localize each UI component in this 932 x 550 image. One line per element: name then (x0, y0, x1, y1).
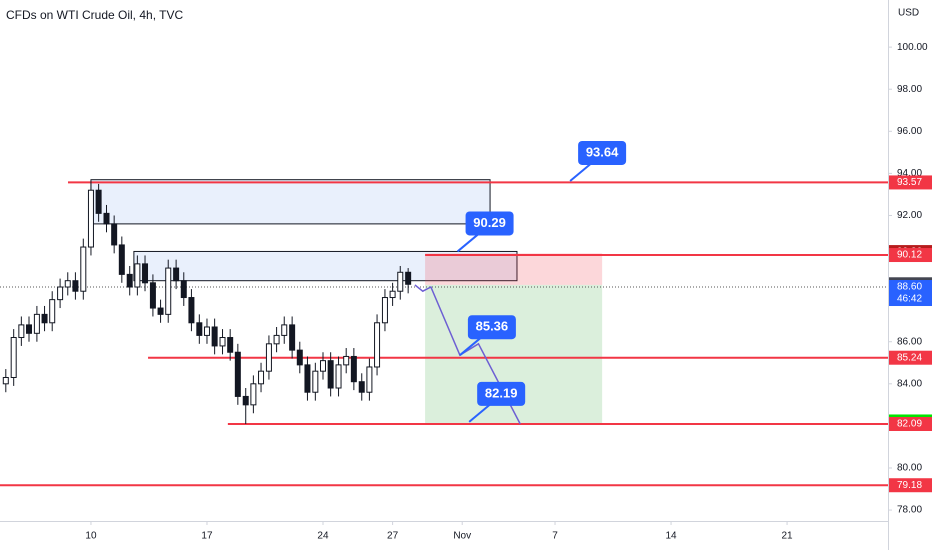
candle-body (211, 326, 218, 347)
y-tick-label: 94.00 (897, 168, 922, 179)
candle-body (258, 370, 265, 385)
candle-body (118, 244, 125, 275)
candle-body (381, 297, 388, 324)
price-tag-label: 82.09 (897, 419, 922, 430)
candle-body (219, 337, 226, 347)
candle-body (227, 337, 234, 353)
callout-box (467, 315, 516, 340)
candle-body (95, 189, 102, 214)
candle-body (250, 383, 257, 406)
x-tick-label: 24 (317, 531, 329, 542)
candle-body (134, 263, 141, 288)
price-tag (889, 416, 932, 431)
candle-body (296, 349, 303, 366)
candle-body (57, 286, 64, 301)
candle-body (374, 322, 381, 368)
callout-label: 85.36 (476, 319, 509, 334)
axis-unit: USD (898, 8, 919, 19)
x-tick-label: 17 (201, 531, 213, 542)
candle-body (304, 364, 311, 393)
chart-title: CFDs on WTI Crude Oil, 4h, TVC (6, 8, 183, 22)
candle-body (173, 267, 180, 282)
price-tag-countdown: 46:42 (897, 294, 922, 305)
candle-body (358, 381, 365, 393)
callout-box (578, 140, 627, 165)
candle-body (335, 364, 342, 389)
candle-body (165, 267, 172, 315)
candle-body (49, 299, 56, 324)
candle-body (389, 290, 396, 299)
candle-body (343, 355, 350, 366)
candle-body (149, 282, 156, 309)
price-tag (889, 478, 932, 493)
price-tag-label: 93.57 (897, 177, 922, 188)
zone (90, 179, 491, 225)
y-tick-label: 96.00 (897, 126, 922, 137)
price-tag (889, 175, 932, 190)
projection-path (414, 284, 521, 425)
x-tick-label: 21 (782, 531, 794, 542)
candle-body (157, 307, 164, 315)
x-tick-label: 27 (387, 531, 399, 542)
candle-body (126, 273, 133, 288)
y-tick-label: 78.00 (897, 505, 922, 516)
price-tag-label: 90.12 (897, 250, 922, 261)
y-tick-label: 86.00 (897, 336, 922, 347)
y-tick-label: 84.00 (897, 378, 922, 389)
candle-body (196, 322, 203, 336)
stop-zone (425, 253, 603, 285)
zone (133, 250, 518, 282)
candle-body (242, 395, 249, 406)
candle-body (72, 280, 79, 292)
candle-body (319, 360, 326, 372)
candle-body (80, 246, 87, 292)
x-tick-label: 7 (552, 531, 558, 542)
candle-body (265, 343, 272, 372)
callout-label: 90.29 (473, 215, 506, 230)
y-tick-label: 80.00 (897, 463, 922, 474)
candle-body (203, 326, 210, 336)
callout-label: 82.19 (485, 385, 518, 400)
callout-box (477, 381, 526, 406)
candle-body (327, 360, 334, 389)
price-tag (889, 248, 932, 263)
candle-body (188, 297, 195, 324)
candle-body (64, 280, 71, 288)
price-tag (889, 350, 932, 365)
price-tag-label: 85.24 (897, 352, 922, 363)
candle-body (18, 324, 25, 339)
candle-body (103, 212, 110, 225)
x-tick-label: 14 (665, 531, 677, 542)
candle-body (2, 376, 9, 385)
y-tick-label: 98.00 (897, 84, 922, 95)
candle-body (10, 337, 17, 378)
candle-body (26, 324, 33, 334)
candle-body (234, 351, 241, 397)
price-tag-label: 79.18 (897, 480, 922, 491)
callout-box (465, 211, 514, 236)
price-tag-label: 88.60 (897, 282, 922, 293)
candle-body (366, 366, 373, 393)
candle-body (289, 324, 296, 351)
candle-body (180, 280, 187, 299)
candle-body (405, 271, 412, 285)
candle-body (273, 334, 280, 345)
price-tag (889, 280, 932, 307)
x-tick-label: 10 (85, 531, 97, 542)
candle-body (350, 355, 357, 383)
candle-body (312, 370, 319, 393)
candle-body (87, 189, 94, 248)
callout-label: 93.64 (586, 144, 619, 159)
y-tick-label: 100.00 (897, 42, 928, 53)
candle-body (397, 271, 404, 292)
candle-body (111, 223, 118, 246)
candle-body (142, 263, 149, 284)
candle-body (281, 324, 288, 336)
candle-body (41, 313, 48, 324)
candle-body (33, 313, 40, 334)
x-tick-label: Nov (453, 531, 471, 542)
y-tick-label: 92.00 (897, 210, 922, 221)
